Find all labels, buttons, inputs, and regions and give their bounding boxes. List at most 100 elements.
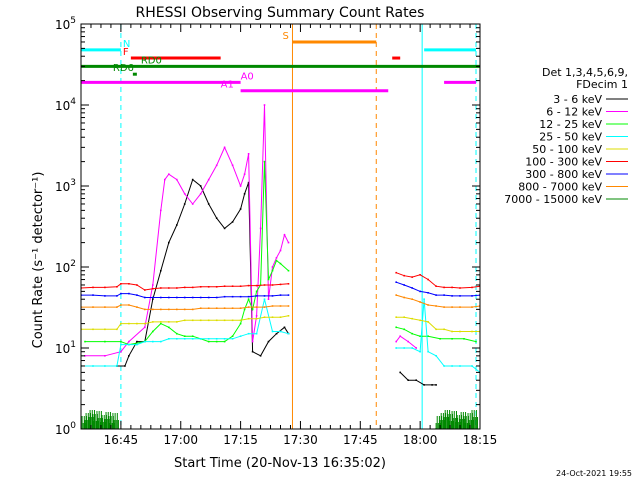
data-point-6-0-9 [160, 296, 162, 299]
series-line-7-segment-0 [81, 304, 289, 310]
data-point-7-0-18 [231, 307, 234, 309]
data-point-2-0-1 [104, 340, 106, 343]
data-point-1-0-14 [215, 164, 218, 167]
data-point-6-0-22 [263, 295, 266, 297]
data-point-6-1-1 [403, 284, 405, 286]
data-point-5-1-2 [411, 276, 413, 278]
data-point-2-0-9 [183, 335, 186, 337]
data-point-0-0-1 [124, 365, 126, 367]
data-point-0-0-13 [215, 217, 218, 219]
data-point-1-0-1 [104, 355, 106, 357]
data-point-2-0-13 [215, 340, 218, 343]
data-point-5-0-21 [255, 284, 258, 287]
data-point-6-0-24 [279, 294, 282, 296]
data-point-2-1-5 [439, 338, 441, 340]
y-tick-exponent: 1 [70, 340, 76, 350]
y-tick-base: 10 [55, 423, 70, 437]
data-point-3-0-17 [223, 338, 226, 340]
y-tick-label-2: 102 [55, 259, 76, 275]
y-tick-label-3: 103 [55, 178, 76, 194]
data-point-2-0-15 [231, 335, 234, 337]
data-point-7-1-5 [435, 305, 437, 307]
data-point-5-0-25 [287, 283, 290, 285]
data-point-5-0-4 [120, 283, 122, 285]
data-point-5-1-5 [435, 285, 437, 287]
data-point-5-1-3 [419, 274, 421, 276]
data-point-3-0-7 [144, 340, 146, 343]
data-point-3-0-5 [128, 343, 130, 346]
flag-label-6: RD6 [113, 63, 134, 74]
data-point-3-0-9 [160, 340, 162, 343]
data-point-2-0-24 [271, 269, 274, 272]
series-line-1-segment-0 [85, 104, 289, 357]
legend-label-3: 25 - 50 keV [539, 131, 602, 144]
data-point-6-0-3 [116, 295, 118, 297]
data-point-5-0-8 [152, 287, 154, 290]
data-point-6-0-13 [191, 296, 194, 299]
data-point-1-0-3 [128, 340, 130, 343]
data-point-3-0-14 [199, 338, 202, 340]
data-point-0-0-10 [191, 178, 194, 181]
data-point-7-0-24 [279, 305, 282, 307]
data-point-0-0-8 [176, 224, 178, 226]
series-line-4-segment-1 [396, 316, 480, 332]
x-axis-title: Start Time (20-Nov-13 16:35:02) [174, 456, 386, 471]
data-point-4-0-19 [239, 319, 242, 322]
data-point-3-0-19 [239, 335, 242, 337]
data-point-6-0-17 [223, 295, 226, 298]
data-point-1-0-20 [251, 340, 254, 343]
data-point-3-0-3 [116, 365, 118, 367]
generation-timestamp: 24-Oct-2021 19:55 [556, 469, 632, 478]
data-point-6-0-5 [128, 292, 130, 295]
data-point-3-0-22 [263, 298, 266, 300]
data-point-7-1-3 [419, 301, 421, 303]
data-point-0-0-2 [128, 355, 130, 357]
data-point-1-0-13 [207, 178, 210, 181]
data-point-1-0-26 [275, 257, 278, 259]
data-point-6-0-21 [255, 295, 258, 297]
data-point-7-0-19 [239, 307, 242, 309]
data-point-6-0-16 [215, 296, 218, 299]
data-point-1-0-7 [164, 178, 166, 181]
x-tick-label-6: 18:15 [463, 433, 498, 447]
legend-label-4: 50 - 100 keV [532, 143, 602, 156]
data-point-1-0-28 [283, 234, 286, 236]
data-point-2-0-8 [176, 332, 178, 335]
y-tick-exponent: 0 [70, 421, 76, 431]
data-point-7-0-1 [92, 306, 94, 308]
data-point-1-0-29 [287, 241, 290, 244]
data-point-0-0-7 [168, 241, 170, 244]
y-tick-exponent: 5 [70, 16, 76, 26]
chart-title: RHESSI Observing Summary Count Rates [136, 5, 425, 21]
data-point-6-0-12 [183, 296, 186, 299]
x-tick-label-5: 18:00 [403, 433, 438, 447]
data-point-7-0-17 [223, 307, 226, 309]
data-point-4-0-10 [168, 321, 170, 323]
data-point-5-0-3 [116, 286, 118, 288]
data-point-7-1-9 [471, 306, 473, 308]
data-point-5-0-7 [144, 289, 146, 291]
data-point-2-1-7 [463, 338, 465, 340]
data-point-4-0-21 [255, 317, 258, 320]
data-point-0-1-3 [423, 384, 425, 386]
y-axis-title: Count Rate (s⁻¹ detector⁻¹) [31, 172, 46, 349]
data-point-2-1-1 [403, 328, 405, 331]
legend-label-2: 12 - 25 keV [539, 118, 602, 131]
data-point-5-0-24 [279, 283, 282, 286]
data-point-3-0-1 [92, 365, 94, 367]
data-point-1-0-9 [176, 178, 178, 181]
data-point-3-0-11 [176, 338, 178, 340]
data-point-7-0-15 [207, 307, 210, 309]
data-point-2-0-18 [247, 298, 250, 300]
x-tick-label-0: 16:45 [104, 433, 139, 447]
data-point-7-0-8 [152, 308, 154, 311]
data-point-5-0-16 [215, 286, 218, 288]
data-point-4-0-24 [279, 316, 282, 318]
data-point-6-0-8 [152, 296, 154, 299]
data-point-2-0-22 [263, 160, 266, 163]
data-point-0-0-21 [267, 340, 270, 343]
plot-clip-group [81, 24, 480, 429]
data-point-5-0-6 [136, 284, 138, 286]
data-point-6-1-5 [435, 294, 437, 296]
